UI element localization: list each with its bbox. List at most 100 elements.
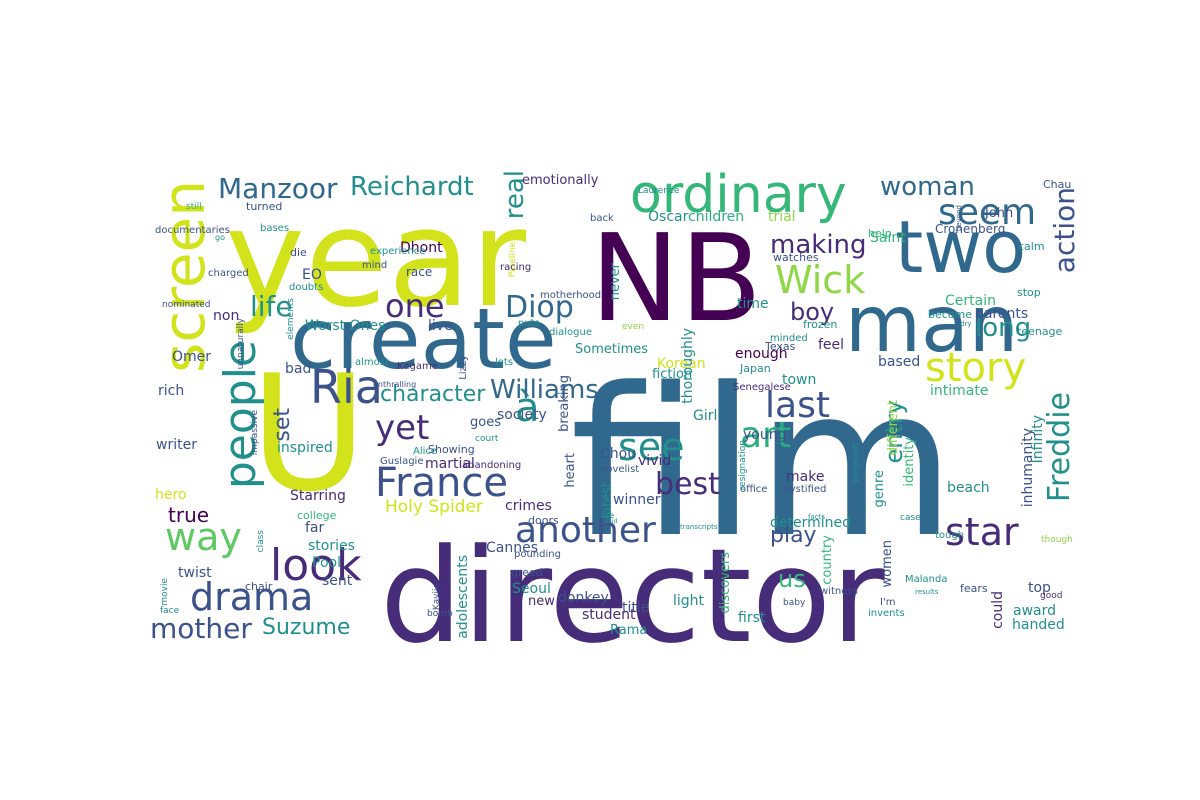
word-genre: genre [872, 470, 887, 508]
word-john: John [984, 206, 1013, 221]
word-lizzy: Lizzy [458, 355, 469, 380]
word-rama: Rama [610, 623, 647, 638]
word-mother: mother [150, 612, 252, 645]
word-freddie: Freddie [1042, 392, 1077, 502]
word-look: look [270, 540, 362, 591]
word-vivid: vivid [638, 453, 671, 469]
word-saint: Saint [870, 230, 906, 246]
word-puts: puts [518, 318, 540, 329]
word-impassive: impassive [250, 410, 260, 456]
word-man: man [845, 280, 1018, 370]
word-oscar: Oscar [648, 209, 689, 225]
word-back: back [590, 213, 614, 224]
word-college: college [297, 509, 337, 522]
word-drama: drama [190, 575, 313, 619]
word-omer: Omer [172, 349, 211, 365]
word-abandoning: abandoning [462, 460, 521, 471]
word-a: à [515, 385, 540, 431]
word-enthralling: enthralling [373, 380, 416, 389]
word-u: U [250, 340, 367, 527]
word-people: people [215, 340, 266, 489]
word-use: use [600, 511, 614, 520]
word-women: women [880, 540, 895, 588]
word-guslagie: Guslagie [380, 456, 423, 467]
word-office: office [740, 484, 767, 495]
word-invents: invents [868, 608, 905, 619]
word-children: children [688, 209, 744, 225]
word-donkey: donkey [558, 590, 609, 606]
word-face: face [160, 606, 180, 616]
word-documentaries: documentaries [155, 225, 230, 236]
word-thoroughly: thoroughly [680, 328, 696, 404]
word-live: live [428, 318, 453, 334]
word-based: based [878, 354, 920, 370]
word-cannes: Cannes [486, 540, 538, 556]
word-dhont: Dhont [400, 240, 443, 256]
word-chou: Chou [600, 446, 636, 462]
word-screen: screen [150, 180, 218, 373]
word-racing: racing [500, 262, 531, 273]
word-pregnant: pregnant [851, 442, 861, 483]
word-frozen: frozen [803, 318, 837, 331]
word-last: last [765, 385, 830, 426]
word-entry: entry [880, 400, 908, 463]
word-dry: dry [960, 320, 971, 328]
word-country: country [820, 535, 835, 585]
word-doubts: doubts [289, 282, 323, 293]
word-infinity: Infinity [1030, 415, 1046, 463]
word-turned: turned [246, 200, 282, 213]
word-class: class [256, 530, 266, 553]
word-holy-spider: Holy Spider [385, 497, 483, 517]
word-woman: woman [880, 172, 975, 202]
word-feel: feel [818, 337, 844, 353]
word-determined: determined [770, 515, 851, 531]
word-make: make [786, 469, 824, 485]
word-pipeline: Pipeline [508, 242, 518, 278]
word-laurence: Laurence [638, 186, 680, 196]
word-hero: hero [155, 487, 187, 503]
word-case: case [900, 513, 921, 523]
word-true: true [168, 503, 209, 527]
word-chau: Chau [1043, 178, 1071, 191]
word-inhumanity: inhumanity [1020, 428, 1036, 507]
word-set: set [270, 408, 295, 442]
word-kagame: Kagame [397, 361, 438, 372]
word-race: race [406, 265, 432, 279]
word-good: good [1040, 591, 1062, 601]
word-play: play [770, 523, 817, 548]
word-long: long [975, 313, 1031, 343]
word-showing: Showing [428, 443, 475, 456]
word-diop: Diop [505, 290, 574, 325]
word-said: said [605, 518, 617, 525]
word-even: even [622, 322, 644, 332]
word-top: top [1028, 580, 1051, 596]
word-nominated: nominated [162, 300, 210, 310]
word-identity: identity [902, 437, 917, 487]
word-bomb: bomb [427, 609, 453, 619]
word-lets: lets [495, 357, 513, 368]
word-yet: yet [375, 408, 429, 448]
word-inspired: inspired [277, 440, 333, 456]
word-martial: martial [425, 456, 475, 472]
word-ria: Ria [310, 360, 383, 414]
word-non: non [213, 308, 239, 324]
word-dialogue: dialogue [549, 327, 592, 338]
word-baby: baby [783, 598, 806, 608]
word-could: could [990, 591, 1006, 629]
word-one: one [385, 287, 445, 325]
word-wick: Wick [775, 258, 865, 302]
word-minded: minded [770, 333, 808, 344]
word-seem: seem [938, 192, 1036, 233]
word-breaking: breaking [557, 375, 572, 432]
word-seoul: Seoul [512, 581, 551, 597]
word-winner: winner [613, 492, 661, 508]
word-novelist: novelist [600, 464, 639, 475]
word-story: story [925, 345, 1026, 391]
word-alice: Alice [413, 446, 437, 457]
word-mystified: mystified [780, 484, 826, 495]
word-mind: mind [362, 260, 387, 271]
word-fiction: fiction [652, 367, 692, 382]
word-texas: Texas [764, 340, 796, 353]
word-intimate: intimate [930, 383, 988, 399]
word-girl: Girl [693, 408, 717, 424]
